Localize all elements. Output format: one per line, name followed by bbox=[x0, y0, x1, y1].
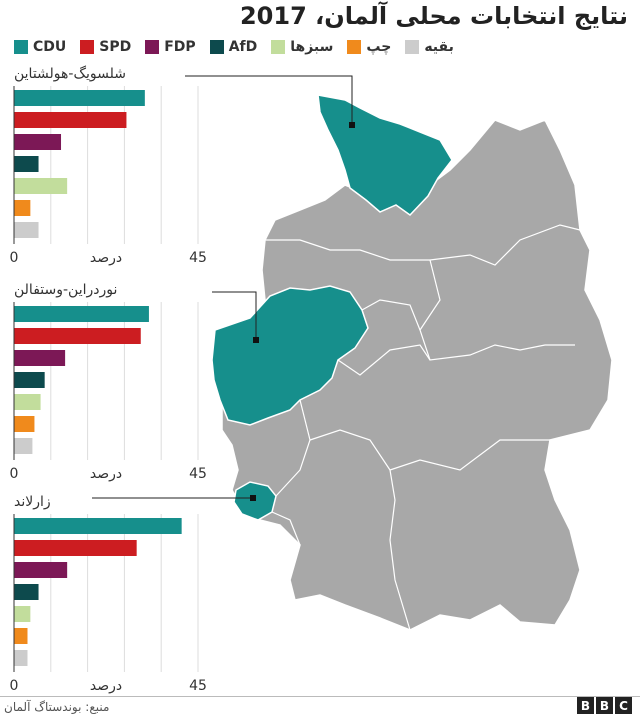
bar-CDU bbox=[14, 90, 145, 106]
legend-swatch bbox=[145, 40, 160, 54]
bar-AfD bbox=[14, 584, 39, 600]
footer-divider bbox=[0, 696, 640, 697]
legend-item: چپ bbox=[347, 39, 391, 55]
legend-label: بقیه bbox=[424, 39, 454, 55]
bar-FDP bbox=[14, 562, 68, 578]
legend-swatch bbox=[405, 40, 420, 54]
legend-label: سبزها bbox=[290, 39, 334, 55]
x-axis-label: درصد bbox=[90, 250, 122, 266]
bar-سبزها bbox=[14, 178, 68, 194]
legend-swatch bbox=[80, 40, 95, 54]
bar-AfD bbox=[14, 156, 39, 172]
legend-label: چپ bbox=[366, 39, 392, 55]
bar-FDP bbox=[14, 350, 66, 366]
bar-چپ bbox=[14, 200, 31, 216]
panel-title: زارلاند bbox=[14, 494, 51, 510]
bar-FDP bbox=[14, 134, 62, 150]
legend-item: FDP bbox=[145, 39, 196, 55]
legend-swatch bbox=[271, 40, 286, 54]
tick-label-max: 45 bbox=[189, 678, 207, 694]
chart-panel-2: نوردراین-وستفالن 0 45 درصد bbox=[0, 282, 640, 482]
panel-title: نوردراین-وستفالن bbox=[14, 282, 118, 298]
tick-label-min: 0 bbox=[10, 678, 19, 694]
logo-letter: B bbox=[577, 697, 594, 714]
legend: CDU SPD FDP AfD سبزها چپ بقیه bbox=[14, 36, 514, 58]
marker-saar bbox=[250, 495, 256, 501]
bar-chart: 0 45 درصد bbox=[10, 86, 207, 266]
legend-label: FDP bbox=[164, 39, 196, 55]
legend-item: CDU bbox=[14, 39, 66, 55]
bar-سبزها bbox=[14, 394, 41, 410]
bar-chart: 0 45 درصد bbox=[10, 514, 207, 694]
legend-item: SPD bbox=[80, 39, 131, 55]
logo-letter: B bbox=[596, 697, 613, 714]
bar-بقیه bbox=[14, 222, 39, 238]
state-borders bbox=[265, 224, 581, 631]
bar-SPD bbox=[14, 112, 127, 128]
bar-چپ bbox=[14, 416, 35, 432]
tick-label-min: 0 bbox=[10, 466, 19, 482]
bar-AfD bbox=[14, 372, 45, 388]
north-rhine-westphalia bbox=[211, 285, 369, 426]
legend-item: بقیه bbox=[405, 39, 454, 55]
legend-label: SPD bbox=[99, 39, 132, 55]
leader-line-nrw bbox=[212, 291, 257, 340]
legend-label: CDU bbox=[33, 39, 67, 55]
marker-sh bbox=[349, 122, 355, 128]
bar-CDU bbox=[14, 518, 182, 534]
bar-chart: 0 45 درصد bbox=[10, 302, 207, 482]
marker-nrw bbox=[253, 337, 259, 343]
legend-swatch bbox=[209, 40, 224, 54]
chart-title: نتایج انتخابات محلی آلمان، 2017 bbox=[239, 2, 628, 30]
bar-بقیه bbox=[14, 650, 28, 666]
legend-item: سبزها bbox=[271, 39, 333, 55]
legend-swatch bbox=[347, 40, 362, 54]
logo-letter: C bbox=[615, 697, 632, 714]
chart-panel-1: شلسویگ-هولشتاین 0 45 درصد bbox=[0, 66, 640, 266]
source-note: منبع: بوندستاگ آلمان bbox=[4, 700, 110, 714]
panel-title: شلسویگ-هولشتاین bbox=[14, 66, 126, 82]
legend-label: AfD bbox=[228, 39, 258, 55]
leader-line-sh bbox=[185, 75, 353, 125]
x-axis-label: درصد bbox=[90, 466, 122, 482]
bar-SPD bbox=[14, 328, 141, 344]
bar-SPD bbox=[14, 540, 137, 556]
tick-label-max: 45 bbox=[189, 466, 207, 482]
legend-item: AfD bbox=[209, 39, 258, 55]
tick-label-min: 0 bbox=[10, 250, 19, 266]
bar-چپ bbox=[14, 628, 28, 644]
chart-panel-3: زارلاند 0 45 درصد bbox=[0, 494, 640, 694]
legend-swatch bbox=[14, 40, 28, 54]
bar-سبزها bbox=[14, 606, 31, 622]
x-axis-label: درصد bbox=[90, 678, 122, 694]
bar-بقیه bbox=[14, 438, 33, 454]
bar-CDU bbox=[14, 306, 149, 322]
tick-label-max: 45 bbox=[189, 250, 207, 266]
